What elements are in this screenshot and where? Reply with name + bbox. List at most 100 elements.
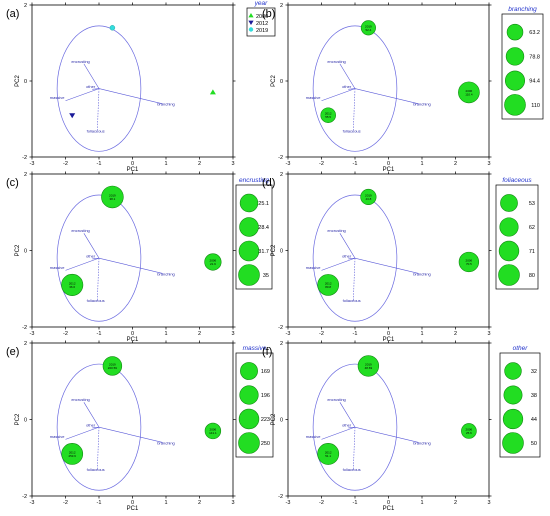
vector-label: branching: [157, 102, 175, 107]
legend-size-label: 62: [529, 225, 535, 231]
x-tick-label: 1: [164, 331, 167, 337]
vector-label: foliaceous: [343, 467, 361, 472]
y-tick-label: 0: [24, 79, 27, 85]
x-tick-label: 3: [231, 161, 234, 167]
vector-label: foliaceous: [343, 128, 361, 133]
plot-frame: [31, 342, 234, 497]
legend-size-label: 71: [529, 249, 535, 255]
legend-marker-2012: [248, 20, 254, 25]
y-tick-label: 0: [24, 249, 27, 255]
vector-label: foliaceous: [343, 298, 361, 303]
vector-label: massive: [50, 434, 65, 439]
vector-massive: [321, 257, 356, 271]
x-tick-label: 1: [164, 500, 167, 506]
vector-foliaceous: [97, 88, 100, 131]
legend-title: massive: [243, 345, 267, 352]
bubble-year-label: 2006: [210, 258, 217, 262]
y-axis-label: PC2: [271, 75, 277, 87]
vector-label: massive: [306, 265, 321, 270]
x-tick-label: -3: [30, 331, 35, 337]
x-tick-label: 2: [198, 161, 201, 167]
bubble-2012: [317, 443, 340, 465]
panel-a: -3 -2 -1 0 1 2 3-202PC1PC2(a)encrustingotherma…: [6, 0, 276, 173]
x-axis-label: PC1: [383, 337, 395, 343]
x-tick-label: 3: [231, 331, 234, 337]
x-axis-label: PC1: [127, 337, 139, 343]
x-tick-label: -2: [63, 161, 68, 167]
bubble-2019: [357, 355, 380, 377]
x-tick-label: -1: [353, 500, 358, 506]
panel-b: -3 -2 -1 0 1 2 3-202PC1PC2(b)encrustingotherma…: [262, 2, 544, 173]
vector-foliaceous: [353, 258, 356, 301]
panel-label: (c): [6, 177, 19, 189]
x-axis-label: PC1: [127, 506, 139, 512]
vector-label: other: [342, 84, 352, 89]
y-tick-label: 2: [24, 3, 27, 9]
legend-bubble: [238, 432, 260, 454]
vector-label: other: [342, 422, 352, 427]
legend-size-label: 169: [261, 369, 270, 375]
x-axis-label: PC1: [127, 167, 139, 173]
bubble-2019: [360, 20, 376, 36]
y-axis-label: PC2: [271, 244, 277, 256]
vector-label: branching: [157, 271, 175, 276]
x-tick-label: -1: [97, 161, 102, 167]
plot-frame: [31, 4, 234, 158]
x-tick-label: -2: [319, 161, 324, 167]
legend-bubble: [504, 362, 522, 380]
x-tick-label: -3: [286, 500, 291, 506]
vector-label: massive: [50, 265, 65, 270]
correlation-circle: [312, 363, 398, 491]
vector-label: branching: [413, 440, 431, 445]
x-tick-label: 1: [420, 500, 423, 506]
vector-massive: [321, 426, 356, 440]
y-axis-label: PC2: [15, 244, 21, 256]
legend-size-label: 196: [261, 393, 270, 399]
legend-bubble: [502, 432, 524, 454]
y-axis-label: PC2: [271, 413, 277, 425]
bubble-value-label: 70.5: [466, 262, 472, 266]
legend-size-label: 32: [531, 369, 537, 375]
y-axis-label: PC2: [15, 75, 21, 87]
legend-title: year: [254, 0, 268, 7]
x-tick-label: -3: [30, 161, 35, 167]
legend-marker-2019: [248, 27, 254, 32]
correlation-circle: [56, 194, 142, 322]
x-tick-label: -2: [63, 500, 68, 506]
vector-foliaceous: [97, 427, 100, 470]
y-tick-label: -2: [278, 494, 283, 500]
bubble-year-label: 2006: [210, 427, 217, 431]
vector-label: massive: [50, 95, 65, 100]
y-tick-label: -2: [22, 155, 27, 161]
x-tick-label: 1: [420, 161, 423, 167]
bubble-value-label: 21.9: [210, 262, 216, 266]
vector-branching: [354, 257, 419, 274]
y-tick-label: -2: [278, 155, 283, 161]
x-tick-label: -1: [97, 500, 102, 506]
bubble-year-label: 2012: [69, 450, 76, 454]
x-tick-label: -1: [353, 331, 358, 337]
panel-f: -3 -2 -1 0 1 2 3-202PC1PC2(f)encrustingotherma…: [262, 340, 541, 512]
legend-size-label: 35: [263, 273, 269, 279]
vector-label: foliaceous: [87, 298, 105, 303]
vector-label: other: [86, 422, 96, 427]
legend-bubble: [504, 70, 526, 91]
bubble-year-label: 2012: [325, 281, 332, 285]
correlation-circle: [56, 25, 142, 152]
vector-label: branching: [413, 271, 431, 276]
vector-label: other: [86, 84, 96, 89]
x-tick-label: 2: [198, 331, 201, 337]
vector-encrusting: [339, 63, 356, 89]
bubble-value-label: 36.6: [69, 285, 75, 289]
bubble-value-label: 52.4: [365, 28, 371, 32]
x-tick-label: 3: [487, 500, 490, 506]
legend-bubble: [239, 193, 259, 213]
legend-bubble: [506, 23, 524, 41]
y-tick-label: -2: [278, 325, 283, 331]
legend-bubble: [498, 264, 520, 286]
vector-label: massive: [306, 434, 321, 439]
legend-bubble: [240, 362, 258, 380]
x-tick-label: 3: [231, 500, 234, 506]
x-tick-label: 3: [487, 161, 490, 167]
bubble-value-label: 253.6: [68, 454, 76, 458]
